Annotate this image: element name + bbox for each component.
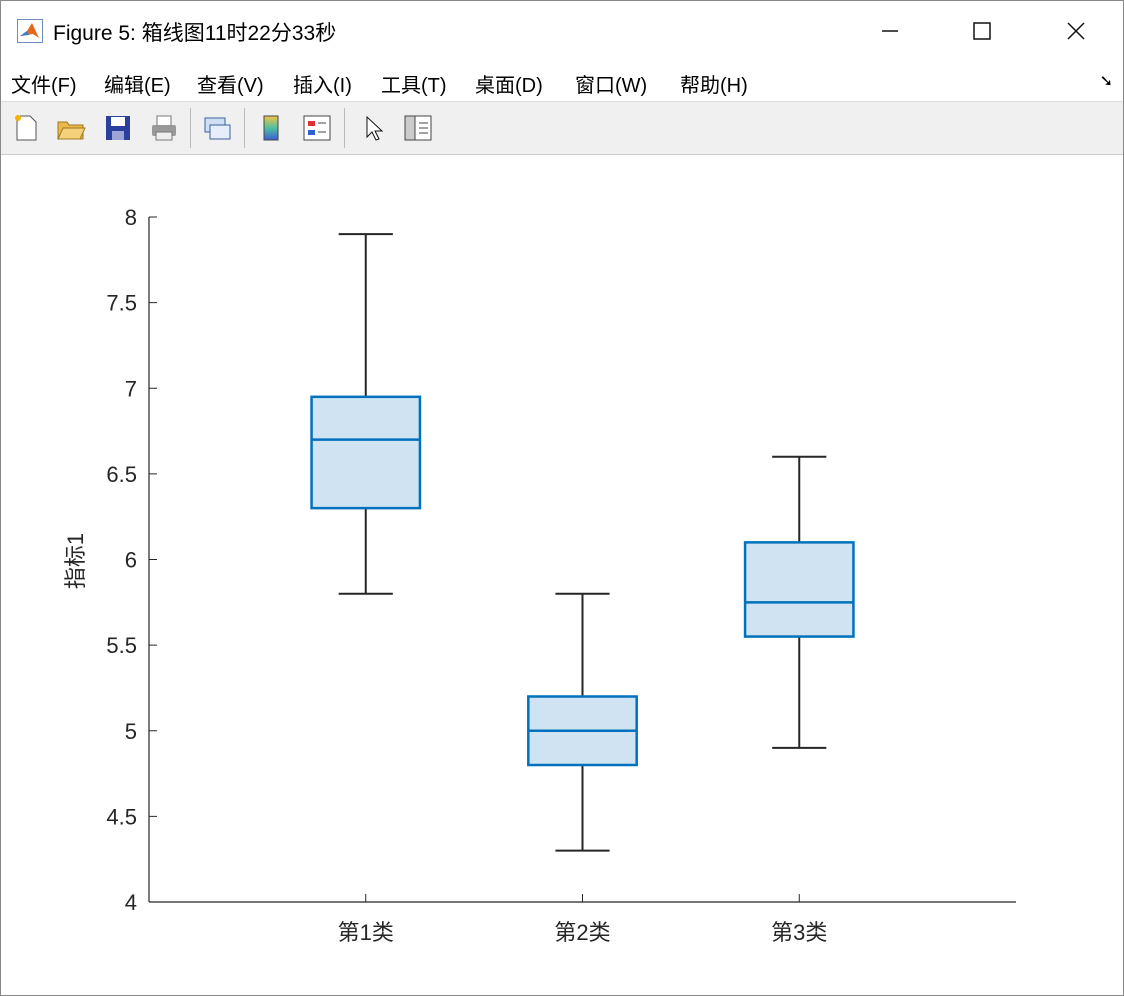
y-tick-label: 7.5 (106, 291, 137, 316)
colorbar-icon[interactable] (255, 112, 287, 144)
x-tick-label: 第2类 (554, 920, 610, 945)
menu-insert[interactable]: 插入(I) (293, 75, 352, 97)
toolbar-separator (190, 108, 191, 148)
menu-tools[interactable]: 工具(T) (381, 75, 447, 97)
axes: 4 4.5 5 5.5 6 6.5 7 7.5 8 第1类 第2类 第3类 (106, 205, 1016, 945)
menu-desktop[interactable]: 桌面(D) (475, 75, 543, 97)
y-tick-label: 4.5 (106, 804, 137, 829)
x-tick-label: 第1类 (338, 920, 394, 945)
window-title: Figure 5: 箱线图11时22分33秒 (53, 22, 337, 45)
close-icon (1067, 22, 1085, 40)
open-icon[interactable] (55, 112, 87, 144)
title-bar: Figure 5: 箱线图11时22分33秒 (1, 1, 1123, 61)
menu-bar: 文件(F) 编辑(E) 查看(V) 插入(I) 工具(T) 桌面(D) 窗口(W… (1, 63, 1123, 101)
close-button[interactable] (1053, 11, 1099, 51)
toolbar (1, 101, 1123, 155)
y-axis-label: 指标1 (63, 533, 88, 589)
maximize-icon (973, 22, 991, 40)
y-tick-label: 6 (125, 548, 137, 573)
minimize-button[interactable] (867, 11, 913, 51)
y-tick-label: 5.5 (106, 633, 137, 658)
new-figure-icon[interactable] (10, 112, 42, 144)
toolbar-separator (244, 108, 245, 148)
y-tick-label: 7 (125, 376, 137, 401)
print-icon[interactable] (148, 112, 180, 144)
x-tick-label: 第3类 (771, 920, 827, 945)
menu-edit[interactable]: 编辑(E) (104, 75, 171, 97)
y-tick-label: 4 (125, 890, 137, 915)
box (743, 541, 855, 638)
property-inspector-icon[interactable] (402, 112, 434, 144)
legend-icon[interactable] (301, 112, 333, 144)
matlab-icon (17, 19, 43, 43)
maximize-button[interactable] (959, 11, 1005, 51)
menu-help[interactable]: 帮助(H) (680, 75, 748, 97)
minimize-icon (882, 30, 898, 32)
save-icon[interactable] (102, 112, 134, 144)
menu-window[interactable]: 窗口(W) (575, 75, 648, 97)
boxes (310, 233, 855, 852)
menu-file[interactable]: 文件(F) (11, 75, 77, 97)
boxplot-chart: 4 4.5 5 5.5 6 6.5 7 7.5 8 第1类 第2类 第3类 指标1 (63, 205, 1016, 945)
y-tick-label: 8 (125, 205, 137, 230)
toolbar-separator (344, 108, 345, 148)
y-tick-label: 6.5 (106, 462, 137, 487)
dock-arrow-icon[interactable]: ➘ (1099, 73, 1113, 90)
menu-view[interactable]: 查看(V) (197, 75, 264, 97)
pointer-icon[interactable] (357, 112, 389, 144)
link-icon[interactable] (201, 112, 233, 144)
box (310, 395, 422, 510)
y-tick-label: 5 (125, 719, 137, 744)
